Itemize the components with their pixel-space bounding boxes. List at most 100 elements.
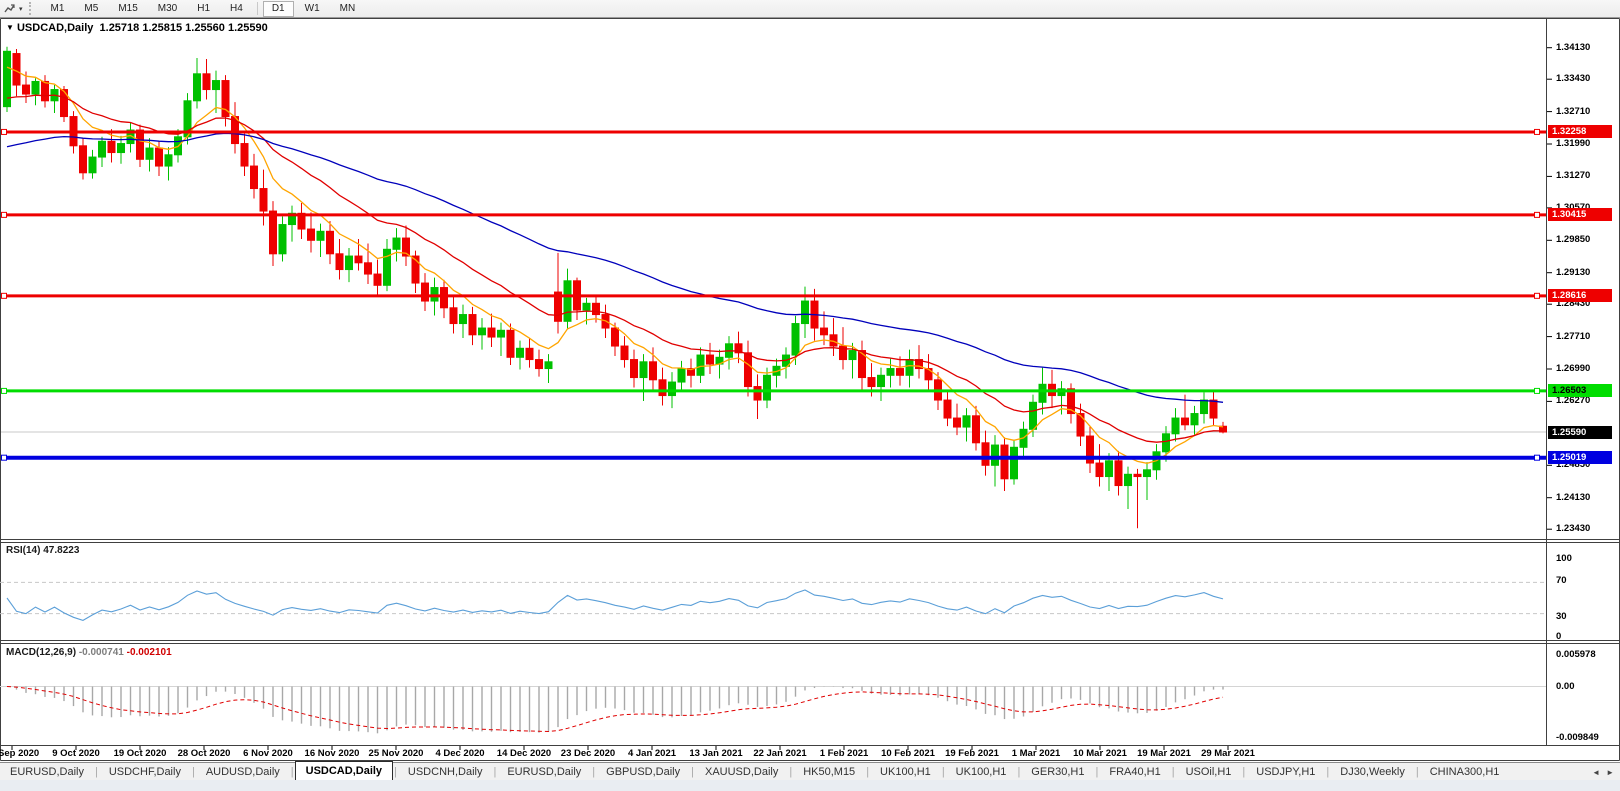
y-axis-label: 1.26990	[1556, 363, 1591, 374]
chart-title: ▼ USDCAD,Daily 1.25718 1.25815 1.25560 1…	[6, 22, 268, 34]
chart-tab-eurusd-daily[interactable]: EURUSD,Daily	[507, 766, 582, 778]
tabs-scroll-right-icon[interactable]: ►	[1606, 767, 1614, 777]
tab-separator: |	[191, 766, 195, 778]
chart-tab-usdjpy-h1[interactable]: USDJPY,H1	[1256, 766, 1316, 778]
rsi-label: RSI(14) 47.8223	[6, 545, 79, 556]
tab-separator: |	[1095, 766, 1099, 778]
chart-tab-ger30-h1[interactable]: GER30,H1	[1031, 766, 1085, 778]
x-axis-label: 29 Mar 2021	[1201, 748, 1255, 759]
timeframe-button-d1[interactable]: D1	[262, 0, 294, 17]
chart-tab-hk50-m15[interactable]: HK50,M15	[803, 766, 856, 778]
x-axis-label: 30 Sep 2020	[0, 748, 40, 759]
chart-tab-usoil-h1[interactable]: USOil,H1	[1185, 766, 1232, 778]
x-axis-label: 6 Nov 2020	[243, 748, 293, 759]
x-axis-label: 19 Oct 2020	[113, 748, 167, 759]
status-strip	[0, 780, 1620, 791]
rsi-axis-label: 30	[1556, 611, 1567, 622]
tab-separator: |	[1415, 766, 1419, 778]
chart-tab-fra40-h1[interactable]: FRA40,H1	[1109, 766, 1161, 778]
y-axis-label: 1.30570	[1556, 202, 1590, 213]
timeframe-button-m1[interactable]: M1	[50, 2, 65, 14]
macd-label: MACD(12,26,9) -0.000741 -0.002101	[6, 647, 172, 658]
tab-separator: |	[691, 766, 694, 778]
chart-tabs: EURUSD,Daily | USDCHF,Daily | AUDUSD,Daily | U…	[0, 761, 1509, 781]
timeframe-button-h1[interactable]: H1	[197, 2, 211, 14]
macd-name: MACD(12,26,9)	[6, 647, 77, 658]
x-axis-label: 1 Mar 2021	[1011, 748, 1061, 759]
y-axis-label: 1.33430	[1556, 73, 1591, 85]
timeframe-button-h4[interactable]: H4	[230, 2, 243, 14]
chart-tabs-bar: EURUSD,Daily | USDCHF,Daily | AUDUSD,Daily | U…	[0, 761, 1620, 781]
x-axis-label: 13 Jan 2021	[689, 748, 743, 759]
chart-tab-uk100-h1[interactable]: UK100,H1	[880, 766, 931, 778]
x-axis-label: 4 Dec 2020	[435, 748, 485, 759]
chart-tab-usdcnh-daily[interactable]: USDCNH,Daily	[407, 766, 483, 778]
chart-tab-dj30-weekly[interactable]: DJ30,Weekly	[1340, 766, 1405, 778]
price-line-label: 1.28616	[1548, 289, 1612, 303]
y-axis-label: 1.23430	[1556, 523, 1591, 535]
timeframe-button-w1[interactable]: W1	[304, 2, 320, 14]
chart-tab-usdchf-daily[interactable]: USDCHF,Daily	[108, 766, 181, 778]
chart-ohlc-values: 1.25718 1.25815 1.25560 1.25590	[99, 22, 268, 34]
timeframes-toolbar: ▾ M1 M5 M15 M30 H1 H4 D1 W1 MN	[0, 0, 1620, 18]
tab-separator: |	[94, 766, 98, 778]
y-axis-label: 1.24850	[1556, 459, 1591, 471]
x-axis-label: 28 Oct 2020	[177, 748, 231, 759]
x-axis-label: 10 Mar 2021	[1073, 748, 1127, 759]
collapse-caret-icon[interactable]: ▼	[6, 23, 14, 32]
timeframe-button-m5[interactable]: M5	[84, 2, 99, 14]
toolbar-grip	[28, 2, 37, 15]
y-axis-label: 1.29130	[1556, 266, 1591, 278]
tab-separator: |	[1017, 766, 1021, 778]
y-axis-label: 1.32710	[1556, 105, 1591, 117]
y-axis-label: 1.34130	[1556, 41, 1591, 53]
y-axis-label: 1.29850	[1556, 234, 1591, 246]
tab-separator: |	[1171, 766, 1175, 778]
y-axis-label: 1.27710	[1556, 330, 1591, 342]
price-line-label: 1.30415	[1548, 208, 1612, 222]
tab-separator: |	[290, 766, 294, 778]
chart-tab-audusd-daily[interactable]: AUDUSD,Daily	[205, 766, 280, 778]
macd-axis-label: 0.00	[1556, 681, 1575, 692]
chart-tab-eurusd-daily[interactable]: EURUSD,Daily	[10, 766, 84, 778]
charts-toolbar-icon[interactable]	[0, 1, 18, 16]
timeframe-button-mn[interactable]: MN	[339, 2, 356, 14]
x-axis-label: 1 Feb 2021	[819, 748, 869, 759]
rsi-axis-label: 100	[1556, 553, 1572, 564]
tab-separator: |	[394, 766, 397, 778]
chart-tab-uk100-h1[interactable]: UK100,H1	[955, 766, 1007, 778]
macd-axis-label: 0.005978	[1556, 649, 1596, 660]
toolbar-separator	[256, 2, 258, 15]
tab-separator: |	[866, 766, 870, 778]
y-axis-label: 1.24130	[1556, 491, 1591, 503]
x-axis-label: 22 Jan 2021	[753, 748, 807, 759]
timeframe-button-m15[interactable]: M15	[118, 2, 138, 14]
price-line-label: 1.25019	[1548, 451, 1612, 465]
tab-separator: |	[1326, 766, 1330, 778]
chart-tab-xauusd-daily[interactable]: XAUUSD,Daily	[704, 766, 779, 778]
tab-separator: |	[493, 766, 497, 778]
rsi-value: 47.8223	[43, 545, 80, 556]
x-axis-label: 4 Jan 2021	[627, 748, 677, 759]
x-axis-label: 14 Dec 2020	[496, 748, 552, 759]
current-price-label: 1.25590	[1548, 425, 1612, 439]
y-axis-label: 1.31270	[1556, 170, 1591, 182]
x-axis-label: 16 Nov 2020	[304, 748, 360, 759]
macd-axis-label: -0.009849	[1556, 732, 1599, 743]
y-axis-label: 1.26270	[1556, 395, 1591, 407]
x-axis-label: 19 Mar 2021	[1137, 748, 1191, 759]
tab-separator: |	[789, 766, 793, 778]
x-axis-label: 19 Feb 2021	[945, 748, 999, 759]
chart-symbol: USDCAD,Daily	[16, 22, 94, 34]
chart-tab-china300-h1[interactable]: CHINA300,H1	[1429, 766, 1500, 778]
chart-tab-gbpusd-daily[interactable]: GBPUSD,Daily	[606, 766, 681, 778]
chart-tab-usdcad-daily[interactable]: USDCAD,Daily	[294, 761, 394, 781]
price-line-label: 1.32258	[1548, 125, 1612, 139]
x-axis-label: 23 Dec 2020	[560, 748, 616, 759]
timeframe-button-m30[interactable]: M30	[157, 2, 178, 14]
tab-separator: |	[1242, 766, 1246, 778]
chevron-down-icon[interactable]: ▾	[19, 5, 23, 13]
tabs-scroll-left-icon[interactable]: ◄	[1592, 767, 1601, 777]
